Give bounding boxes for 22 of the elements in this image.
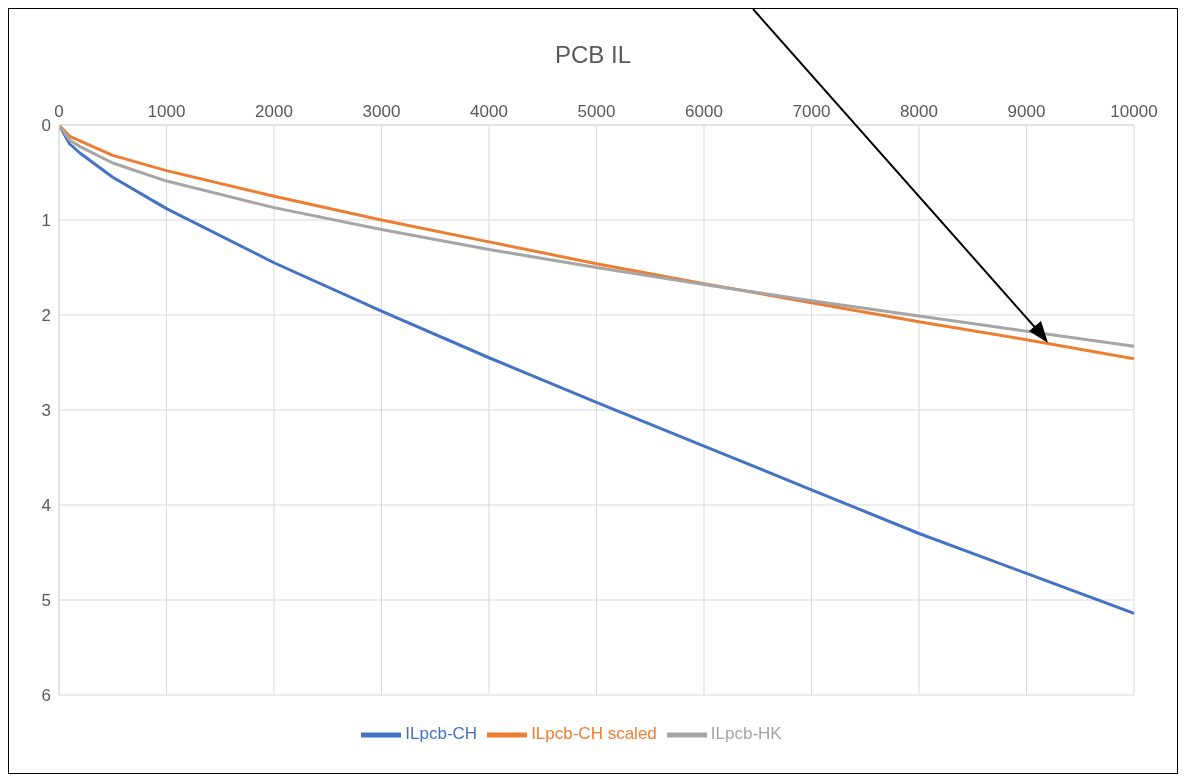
- chart-title: PCB IL: [554, 40, 632, 70]
- x-tick-label: 1000: [147, 102, 186, 121]
- legend-label: ILpcb-CH scaled: [531, 724, 657, 744]
- x-tick-label: 9000: [1007, 102, 1046, 121]
- x-tick-label: 2000: [255, 102, 293, 121]
- x-tick-label: 0: [54, 102, 64, 121]
- y-tick-label: 4: [41, 496, 51, 516]
- legend-label: ILpcb-CH: [405, 724, 478, 744]
- x-tick-label: 7000: [792, 102, 831, 121]
- x-tick-label: 10000: [1110, 102, 1158, 121]
- x-tick-label: 6000: [685, 102, 723, 121]
- x-tick-label: 5000: [577, 102, 616, 121]
- y-tick-label: 1: [41, 211, 51, 231]
- y-tick-label: 5: [41, 591, 51, 611]
- x-tick-label: 3000: [362, 102, 401, 121]
- y-tick-label: 3: [41, 401, 51, 421]
- legend-label: ILpcb-HK: [710, 724, 782, 744]
- y-tick-label: 2: [41, 306, 51, 326]
- x-tick-label: 8000: [900, 102, 938, 121]
- x-tick-label: 4000: [470, 102, 508, 121]
- y-tick-label: 6: [41, 686, 51, 706]
- y-tick-label: 0: [41, 116, 51, 136]
